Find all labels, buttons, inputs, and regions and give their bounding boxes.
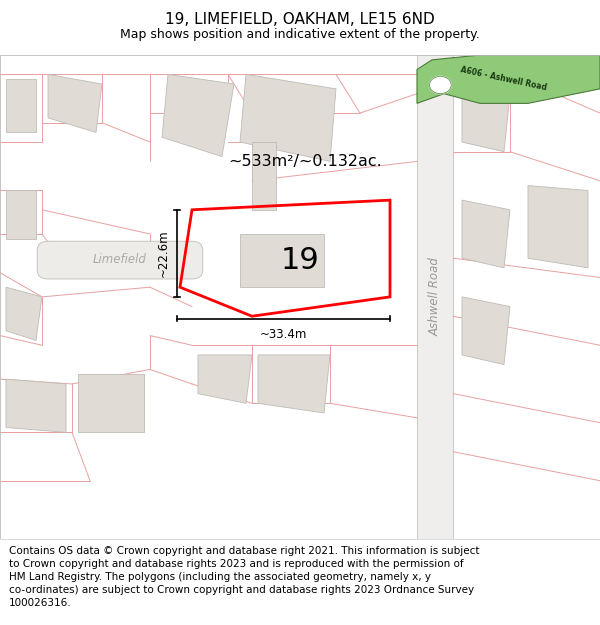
Text: Ashwell Road: Ashwell Road <box>428 258 442 336</box>
Polygon shape <box>198 355 252 403</box>
Polygon shape <box>6 288 42 341</box>
Polygon shape <box>6 79 36 132</box>
Polygon shape <box>6 191 36 239</box>
FancyBboxPatch shape <box>37 241 203 279</box>
Polygon shape <box>240 234 324 288</box>
Text: Limefield: Limefield <box>93 253 147 266</box>
Polygon shape <box>162 74 234 157</box>
Polygon shape <box>48 74 102 132</box>
Polygon shape <box>6 379 66 432</box>
Polygon shape <box>240 74 336 161</box>
Polygon shape <box>462 200 510 268</box>
Text: Map shows position and indicative extent of the property.: Map shows position and indicative extent… <box>120 28 480 41</box>
Polygon shape <box>462 297 510 364</box>
Polygon shape <box>462 84 510 152</box>
Polygon shape <box>417 55 600 103</box>
Text: 19, LIMEFIELD, OAKHAM, LE15 6ND: 19, LIMEFIELD, OAKHAM, LE15 6ND <box>165 12 435 27</box>
Circle shape <box>430 76 451 94</box>
Text: ~22.6m: ~22.6m <box>157 229 170 277</box>
Polygon shape <box>252 142 276 210</box>
Text: Contains OS data © Crown copyright and database right 2021. This information is : Contains OS data © Crown copyright and d… <box>9 546 479 609</box>
Text: A606 - Ashwell Road: A606 - Ashwell Road <box>460 66 548 92</box>
Polygon shape <box>78 374 144 432</box>
Polygon shape <box>258 355 330 413</box>
Text: ~533m²/~0.132ac.: ~533m²/~0.132ac. <box>228 154 382 169</box>
Polygon shape <box>528 186 588 268</box>
Text: ~33.4m: ~33.4m <box>260 328 307 341</box>
Polygon shape <box>417 55 453 539</box>
Text: 19: 19 <box>281 246 319 275</box>
